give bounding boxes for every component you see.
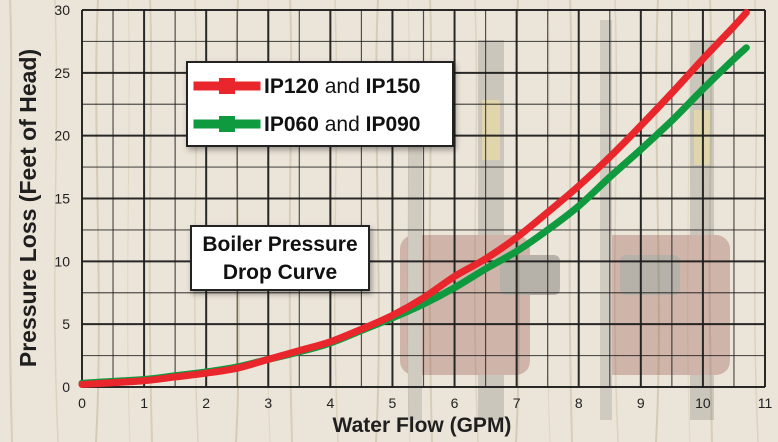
series-line-0 — [78, 9, 750, 388]
x-tick-label: 6 — [451, 395, 459, 411]
y-tick-label: 25 — [54, 65, 70, 81]
legend-item-ip120-ip150: IP120 and IP150 — [193, 75, 421, 98]
x-tick-label: 11 — [758, 395, 773, 411]
annotation-line-1: Boiler Pressure — [202, 233, 357, 256]
legend-label-ip060-ip090: IP060 and IP090 — [264, 113, 421, 136]
x-tick-label: 2 — [202, 395, 210, 411]
x-tick-label: 7 — [513, 395, 521, 411]
y-axis-title: Pressure Loss (Feet of Head) — [15, 49, 41, 367]
annotation-line-2: Drop Curve — [223, 261, 337, 284]
y-tick-label: 0 — [62, 379, 70, 395]
legend-label-ip120-ip150: IP120 and IP150 — [264, 75, 421, 98]
x-tick-label: 4 — [326, 395, 334, 411]
y-axis-ticks: 0 5 10 15 20 25 30 — [54, 2, 70, 395]
legend-marker-red — [219, 78, 235, 94]
chart-curves — [78, 9, 750, 388]
legend: IP120 and IP150 IP060 and IP090 — [186, 61, 454, 147]
y-tick-label: 10 — [54, 253, 70, 269]
legend-marker-green — [219, 116, 235, 132]
x-axis-title: Water Flow (GPM) — [333, 414, 512, 437]
x-tick-label: 9 — [637, 395, 645, 411]
x-tick-label: 3 — [264, 395, 272, 411]
chart-annotation: Boiler Pressure Drop Curve — [190, 225, 370, 291]
y-tick-label: 5 — [62, 316, 70, 332]
x-axis-ticks: 0 1 2 3 4 5 6 7 8 9 10 11 — [78, 395, 772, 411]
x-tick-label: 8 — [575, 395, 583, 411]
x-tick-label: 5 — [389, 395, 397, 411]
x-tick-label: 1 — [140, 395, 148, 411]
legend-item-ip060-ip090: IP060 and IP090 — [193, 113, 421, 136]
x-tick-label: 0 — [78, 395, 86, 411]
y-tick-label: 30 — [54, 2, 70, 18]
y-tick-label: 15 — [54, 191, 70, 207]
x-tick-label: 10 — [695, 395, 711, 411]
annotation-box — [190, 225, 370, 291]
y-tick-label: 20 — [54, 128, 70, 144]
